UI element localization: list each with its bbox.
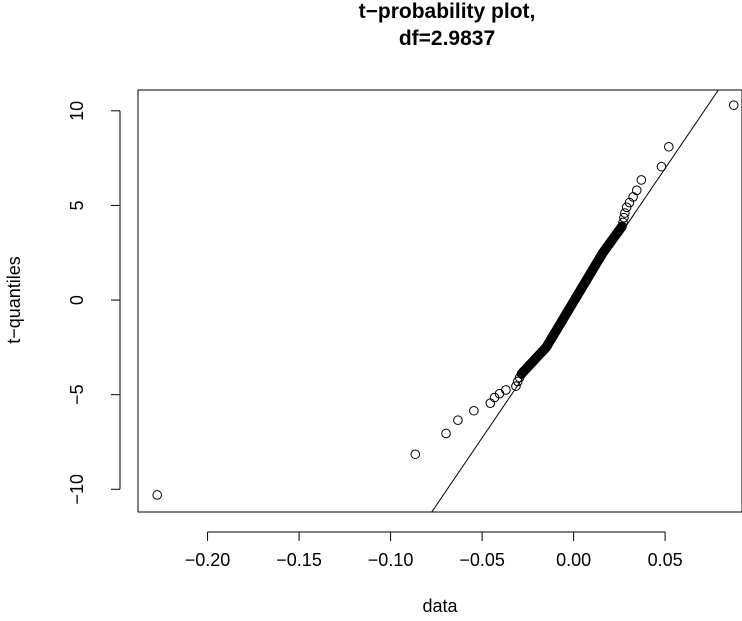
- y-tick-label: 5: [67, 200, 87, 210]
- y-axis-label: t−quantiles: [4, 256, 24, 344]
- data-point: [619, 212, 629, 223]
- x-tick-label: 0.00: [556, 550, 591, 570]
- y-tick-label: 10: [67, 101, 87, 121]
- data-point: [441, 428, 451, 439]
- data-point: [618, 217, 628, 228]
- data-point: [620, 208, 630, 218]
- data-point: [624, 197, 635, 208]
- data-point: [511, 381, 521, 391]
- y-tick-label: 0: [67, 295, 87, 305]
- data-point: [636, 175, 647, 185]
- data-point: [410, 449, 421, 460]
- data-point: [453, 415, 463, 426]
- data-point: [663, 141, 674, 152]
- x-axis: −0.20 −0.15 −0.10 −0.05 0.00 0.05: [185, 531, 683, 570]
- x-tick-label: −0.10: [368, 550, 414, 570]
- x-tick-label: 0.05: [648, 550, 683, 570]
- chart-title-line-1: t−probability plot,: [359, 0, 536, 23]
- data-point: [728, 100, 739, 110]
- data-point: [656, 161, 667, 172]
- data-point: [485, 398, 496, 408]
- y-tick-label: −5: [67, 384, 87, 405]
- x-tick-label: −0.15: [276, 550, 322, 570]
- x-tick-label: −0.05: [459, 550, 505, 570]
- x-axis-label: data: [422, 596, 458, 616]
- data-point: [469, 405, 479, 416]
- data-point: [152, 490, 163, 500]
- y-axis: −10 −5 0 5 10: [67, 101, 121, 505]
- x-tick-label: −0.20: [185, 550, 231, 570]
- data-point: [514, 372, 525, 383]
- data-point: [501, 385, 511, 395]
- data-point: [621, 202, 632, 213]
- plot-frame: [137, 89, 742, 513]
- data-points-layer: [152, 100, 739, 500]
- chart-title-line-2: df=2.9837: [399, 27, 495, 50]
- y-tick-label: −10: [67, 474, 87, 505]
- data-point: [631, 185, 642, 196]
